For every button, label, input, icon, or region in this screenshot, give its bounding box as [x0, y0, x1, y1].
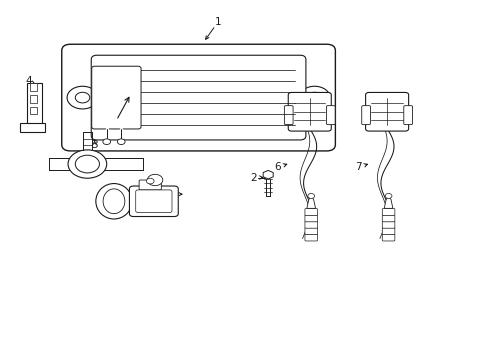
- Ellipse shape: [96, 184, 132, 219]
- Circle shape: [307, 92, 321, 103]
- Circle shape: [75, 92, 90, 103]
- FancyBboxPatch shape: [382, 221, 394, 228]
- Circle shape: [146, 178, 154, 184]
- FancyBboxPatch shape: [136, 190, 172, 213]
- FancyBboxPatch shape: [382, 208, 394, 215]
- FancyBboxPatch shape: [61, 44, 335, 151]
- Bar: [20, 123, 45, 132]
- FancyBboxPatch shape: [326, 105, 334, 125]
- FancyBboxPatch shape: [139, 180, 161, 190]
- Circle shape: [299, 86, 329, 109]
- FancyBboxPatch shape: [382, 234, 394, 241]
- Text: 5: 5: [170, 189, 177, 199]
- Polygon shape: [384, 196, 392, 208]
- Circle shape: [67, 86, 98, 109]
- FancyBboxPatch shape: [305, 234, 317, 241]
- Text: 6: 6: [274, 162, 281, 172]
- FancyBboxPatch shape: [382, 215, 394, 222]
- Circle shape: [75, 155, 99, 173]
- FancyBboxPatch shape: [365, 93, 408, 131]
- Bar: [27, 82, 42, 125]
- FancyBboxPatch shape: [382, 228, 394, 235]
- Text: 1: 1: [214, 17, 221, 27]
- Circle shape: [385, 193, 391, 198]
- FancyBboxPatch shape: [305, 221, 317, 228]
- Circle shape: [102, 139, 110, 145]
- Text: 2: 2: [250, 172, 257, 183]
- FancyBboxPatch shape: [287, 93, 330, 131]
- FancyBboxPatch shape: [92, 66, 141, 129]
- Text: 3: 3: [91, 140, 98, 150]
- Bar: [49, 158, 142, 170]
- FancyBboxPatch shape: [361, 105, 370, 125]
- FancyBboxPatch shape: [403, 105, 412, 125]
- Circle shape: [117, 139, 125, 145]
- Circle shape: [307, 193, 314, 198]
- FancyBboxPatch shape: [305, 208, 317, 215]
- Ellipse shape: [103, 189, 124, 214]
- Bar: [30, 107, 37, 114]
- FancyBboxPatch shape: [284, 105, 292, 125]
- Text: 4: 4: [25, 76, 32, 86]
- Bar: [30, 95, 37, 103]
- FancyBboxPatch shape: [305, 215, 317, 222]
- FancyBboxPatch shape: [129, 186, 178, 216]
- FancyBboxPatch shape: [305, 228, 317, 235]
- Circle shape: [68, 150, 106, 178]
- FancyBboxPatch shape: [91, 55, 305, 140]
- Polygon shape: [306, 196, 315, 208]
- Polygon shape: [263, 170, 273, 179]
- Bar: [30, 83, 37, 91]
- Circle shape: [147, 174, 163, 186]
- Text: 7: 7: [355, 162, 361, 172]
